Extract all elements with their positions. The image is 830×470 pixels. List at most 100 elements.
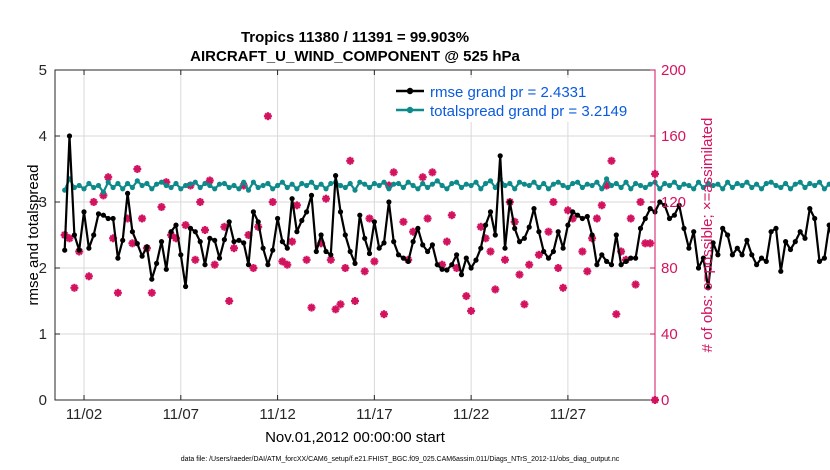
totalspread-point <box>783 180 789 187</box>
rmse-point <box>342 232 348 238</box>
totalspread-point <box>575 179 581 185</box>
totalspread-point <box>415 186 421 192</box>
totalspread-point <box>125 180 131 187</box>
obs-assimilated-point <box>302 255 311 264</box>
rmse-point <box>555 229 561 235</box>
rmse-point <box>725 232 731 238</box>
rmse-point <box>366 250 373 257</box>
totalspread-point <box>444 186 450 192</box>
obs-assimilated-point <box>418 173 427 182</box>
obs-marker-stroke <box>307 304 316 312</box>
obs-marker-stroke <box>206 176 214 185</box>
totalspread-point <box>231 182 237 189</box>
obs-marker-stroke <box>419 173 427 181</box>
legend-box <box>388 78 650 122</box>
obs-marker-stroke <box>583 267 591 275</box>
obs-marker-stroke <box>249 264 257 272</box>
totalspread-point <box>541 180 547 187</box>
totalspread-point <box>275 182 281 189</box>
totalspread-point <box>250 179 256 185</box>
totalspread-point <box>700 184 707 191</box>
obs-assimilated-point <box>196 198 205 206</box>
rmse-point <box>212 237 218 243</box>
totalspread-point <box>100 189 106 195</box>
totalspread-point <box>400 184 406 191</box>
totalspread-point <box>134 178 140 184</box>
obs-marker-stroke <box>578 247 586 256</box>
obs-marker-stroke <box>603 181 611 190</box>
obs-marker-stroke <box>104 173 112 181</box>
rmse-point <box>821 255 828 261</box>
rmse-point <box>458 272 465 278</box>
totalspread-point <box>318 181 324 187</box>
rmse-point <box>773 225 779 231</box>
totalspread-point <box>570 180 576 187</box>
obs-marker-stroke <box>201 226 209 234</box>
obs-marker-stroke <box>361 267 369 275</box>
rmse-point <box>187 225 194 231</box>
rmse-point <box>308 192 315 198</box>
obs-assimilated-point <box>113 288 122 297</box>
rmse-point <box>570 209 576 215</box>
obs-assimilated-point <box>544 227 553 236</box>
totalspread-point <box>642 184 648 191</box>
rmse-point <box>560 245 566 251</box>
rmse-point <box>681 225 687 231</box>
obs-assimilated-point <box>442 237 451 246</box>
obs-marker-stroke <box>559 284 567 292</box>
rmse-point <box>705 285 711 291</box>
obs-marker-stroke <box>646 239 654 247</box>
totalspread-point <box>604 176 610 182</box>
rmse-layer <box>62 133 830 291</box>
totalspread-point <box>662 180 668 187</box>
rmse-point <box>294 229 300 235</box>
rmse-point <box>197 239 203 245</box>
rmse-point <box>763 258 769 264</box>
totalspread-point <box>666 182 673 189</box>
totalspread-point <box>647 181 653 187</box>
totalspread-point <box>105 179 111 185</box>
rmse-point <box>710 240 716 246</box>
totalspread-point <box>512 186 518 192</box>
rmse-point <box>468 265 474 271</box>
obs-assimilated-point <box>278 257 287 266</box>
rmse-point <box>158 239 165 245</box>
totalspread-point <box>531 179 537 185</box>
obs-assimilated-point <box>549 198 558 206</box>
y-left-tick-label: 2 <box>39 260 47 277</box>
legend-spread-label: totalspread grand pr = 3.2149 <box>430 103 627 120</box>
rmse-point <box>521 235 528 241</box>
obs-assimilated-point <box>423 214 432 223</box>
obs-marker-stroke <box>399 218 407 226</box>
obs-assimilated-point <box>360 267 369 276</box>
legend-rmse-label: rmse grand pr = 2.4331 <box>430 84 586 101</box>
obs-assimilated-point <box>631 280 640 289</box>
rmse-point <box>304 209 310 215</box>
rmse-point <box>575 212 581 218</box>
totalspread-point <box>81 186 87 192</box>
totalspread-point <box>178 186 184 192</box>
y-left-tick-label: 5 <box>39 62 47 79</box>
totalspread-point <box>410 182 416 189</box>
obs-marker-stroke <box>491 285 499 293</box>
obs-marker-stroke <box>636 198 645 206</box>
obs-marker-stroke <box>269 198 277 206</box>
legend: rmse grand pr = 2.4331 totalspread grand… <box>388 78 650 122</box>
obs-assimilated-point <box>520 300 529 309</box>
obs-assimilated-point <box>157 203 166 211</box>
obs-marker-stroke <box>225 297 233 305</box>
rmse-point <box>337 209 344 215</box>
obs-assimilated-point <box>380 310 388 319</box>
totalspread-point <box>284 184 290 191</box>
obs-assimilated-point <box>428 168 437 177</box>
totalspread-point <box>425 184 431 191</box>
totalspread-point <box>565 184 571 191</box>
obs-marker-stroke <box>409 228 417 236</box>
obs-assimilated-point <box>612 310 621 319</box>
rmse-point <box>323 248 329 255</box>
totalspread-point <box>149 186 155 192</box>
totalspread-point <box>584 181 590 187</box>
obs-assimilated-point <box>181 221 190 230</box>
rmse-point <box>333 173 339 179</box>
